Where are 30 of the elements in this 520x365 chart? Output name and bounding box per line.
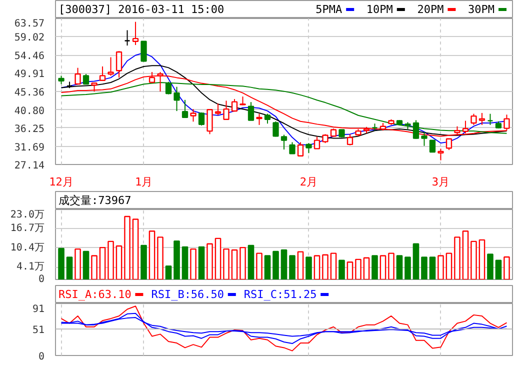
chart-title: [300037] 2016-03-11 15:00 (58, 3, 224, 16)
legend-label: RSI_C:51.25 (244, 288, 317, 301)
legend-label: RSI_A:63.10 (58, 288, 132, 301)
y-tick-label: 49.91 (14, 69, 45, 80)
y-tick-label: 45.36 (14, 87, 45, 98)
legend-label: 30PM (468, 3, 495, 16)
x-tick-label: 1月 (134, 176, 153, 188)
legend-label: RSI_B:56.50 (151, 288, 224, 301)
y-tick-label: 51 (32, 324, 45, 336)
y-tick-label: 23.0万 (10, 210, 45, 220)
y-tick-label: 4.1万 (16, 262, 44, 273)
y-tick-label: 91 (32, 304, 45, 316)
y-tick-label: 36.25 (14, 124, 45, 135)
legend-label: 20PM (417, 3, 444, 16)
x-tick-label: 12月 (49, 176, 74, 188)
y-tick-label: 40.80 (14, 106, 45, 117)
y-tick-label: 16.7万 (10, 223, 45, 234)
y-tick-label: 0 (38, 352, 45, 362)
legend-label: 5PMA (316, 3, 342, 16)
y-tick-label: 27.14 (14, 160, 45, 172)
y-tick-label: 31.69 (14, 142, 45, 154)
y-tick-label: 63.57 (14, 18, 45, 30)
x-tick-label: 2月 (300, 176, 318, 188)
y-tick-label: 54.46 (14, 51, 45, 62)
y-tick-label: 10.4万 (10, 242, 45, 254)
x-tick-label: 3月 (432, 176, 450, 188)
y-tick-label: 59.02 (14, 32, 45, 44)
y-tick-label: 0 (38, 274, 45, 285)
chart-title: 成交量:73967 (58, 194, 132, 207)
legend-label: 10PM (366, 3, 394, 16)
